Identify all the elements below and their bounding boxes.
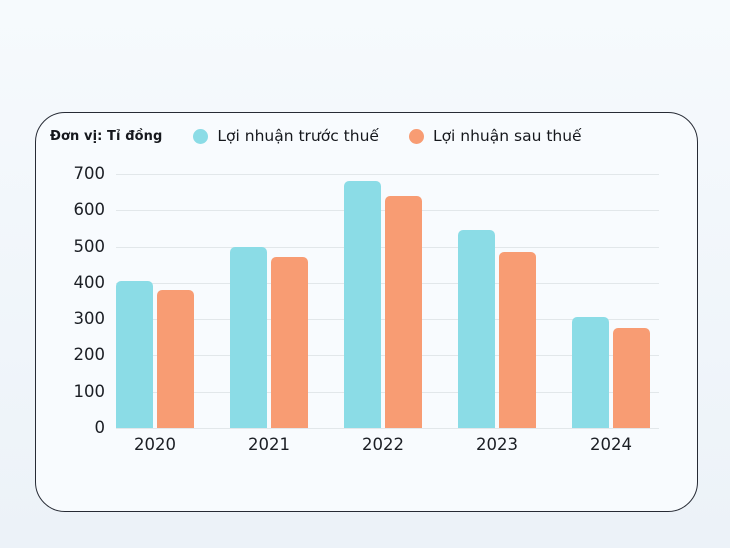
legend-item-before-tax: Lợi nhuận trước thuế: [193, 127, 379, 145]
bar-2024-series0: [572, 317, 609, 428]
y-tick-label-500: 500: [73, 236, 106, 256]
x-tick-label-2021: 2021: [248, 435, 290, 454]
bar-2024-series1: [613, 328, 650, 428]
bar-2021-series1: [271, 257, 308, 428]
bar-2020-series1: [157, 290, 194, 428]
legend-item-after-tax: Lợi nhuận sau thuế: [408, 127, 582, 145]
after-tax-dot-icon: [408, 128, 424, 144]
y-tick-label-700: 700: [73, 164, 106, 183]
before-tax-dot-icon: [193, 128, 209, 144]
bar-2023-series1: [499, 252, 536, 428]
chart-card: Đơn vị: Tỉ đồng Lợi nhuận trước thuế Lợi…: [35, 112, 698, 512]
unit-label: Đơn vị: Tỉ đồng: [50, 129, 163, 144]
bar-2023-series0: [458, 230, 495, 428]
bar-2022-series1: [385, 195, 422, 428]
y-tick-label-0: 0: [94, 418, 106, 437]
bar-2022-series0: [344, 181, 381, 428]
bar-2021-series0: [230, 246, 267, 428]
x-tick-label-2023: 2023: [476, 435, 518, 454]
gridline-0: [116, 428, 659, 429]
y-tick-label-400: 400: [73, 272, 106, 292]
x-tick-label-2020: 2020: [134, 435, 176, 454]
y-tick-label-600: 600: [73, 200, 106, 220]
legend-label-before-tax: Lợi nhuận trước thuế: [217, 127, 379, 145]
bar-2020-series0: [116, 281, 153, 428]
gridline-700: [116, 174, 659, 175]
y-tick-label-300: 300: [73, 309, 106, 329]
chart-legend: Lợi nhuận trước thuế Lợi nhuận sau thuế: [116, 125, 659, 147]
y-tick-label-100: 100: [73, 381, 106, 401]
x-tick-label-2022: 2022: [362, 435, 404, 454]
y-tick-label-200: 200: [73, 345, 106, 365]
x-tick-label-2024: 2024: [590, 435, 632, 454]
legend-label-after-tax: Lợi nhuận sau thuế: [432, 127, 582, 145]
